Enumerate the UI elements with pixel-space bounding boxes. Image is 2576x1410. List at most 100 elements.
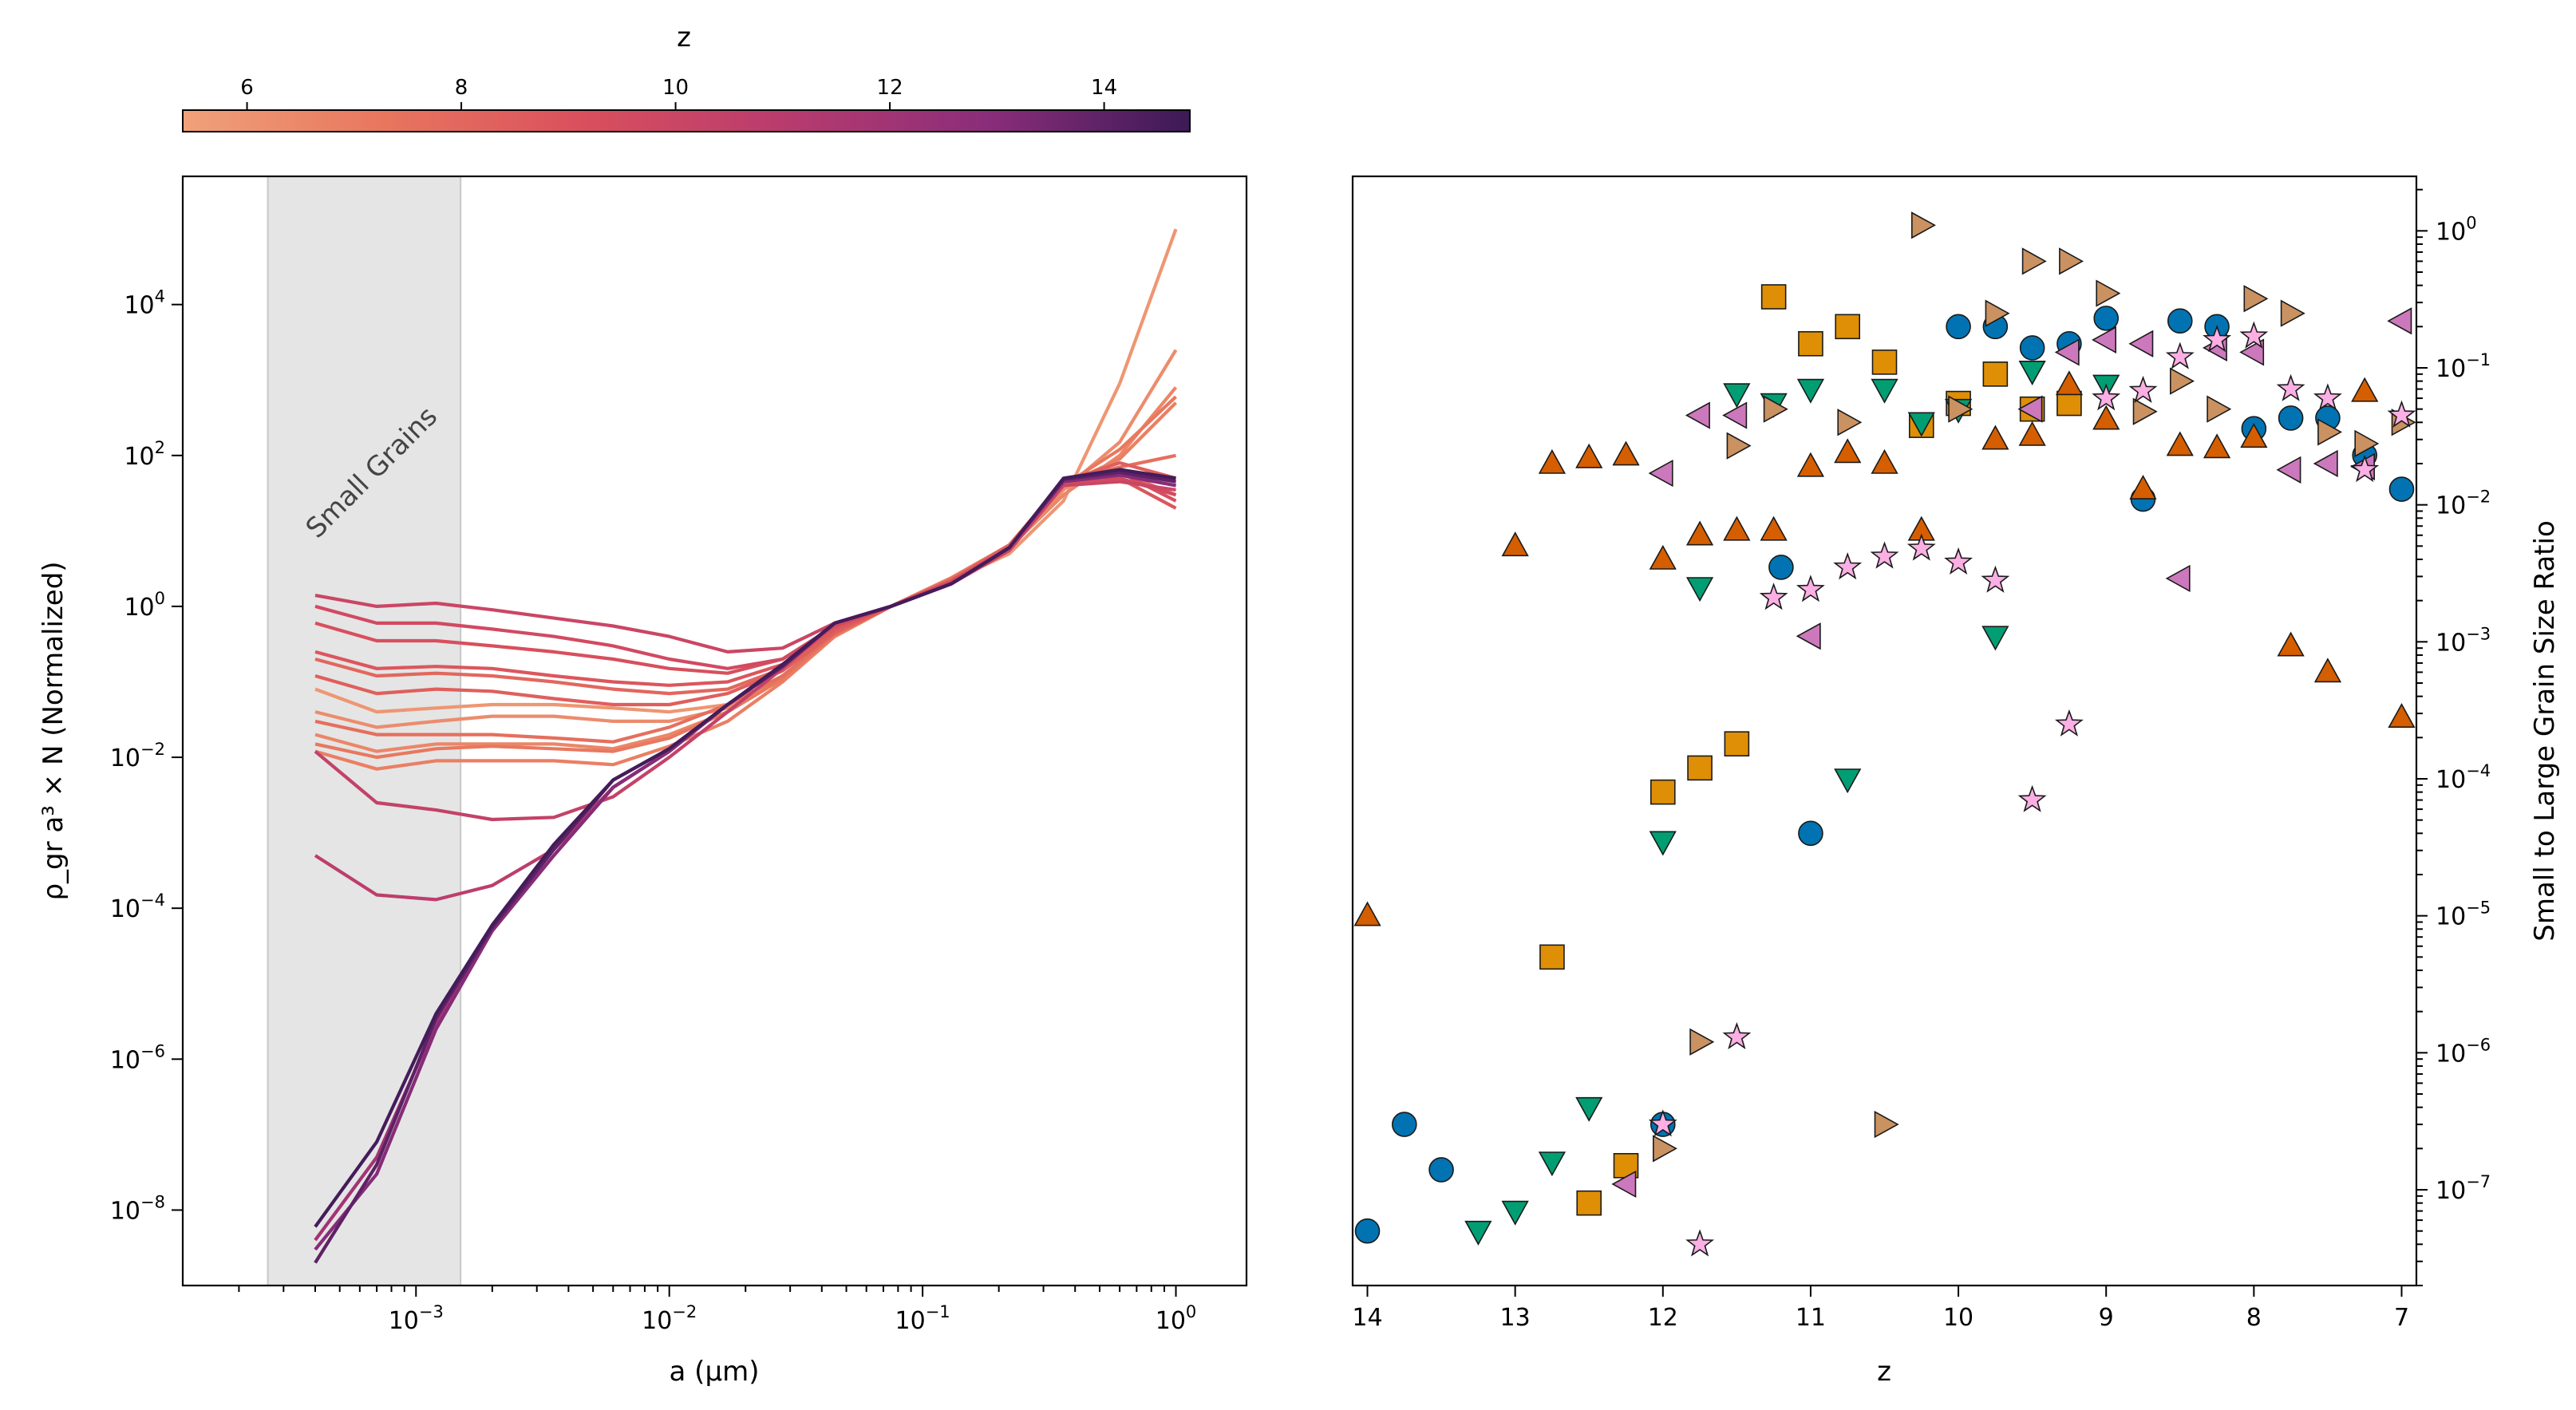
scatter-series-group [1353,211,2416,1257]
triangle-right-marker [2170,367,2195,395]
triangle-right-marker [1985,299,2010,327]
triangle-up-marker [1981,425,2009,450]
square-marker [1687,755,1713,781]
triangle-down-marker [1723,383,1751,409]
star-marker [1906,533,1936,561]
star-marker [1759,583,1788,610]
square-marker [1982,361,2009,387]
y-tick-label: 10−8 [110,1192,165,1225]
star-marker [2092,383,2121,411]
triangle-left-marker [2017,395,2043,423]
x-tick-label: 10−3 [389,1302,444,1335]
square-marker [1576,1190,1602,1216]
triangle-up-marker [2018,421,2046,446]
right-x-axis-title: z [1877,1356,1891,1388]
triangle-up-marker [1575,443,1603,468]
square-marker [1835,314,1861,340]
triangle-left-marker [2165,564,2191,593]
triangle-right-marker [1653,1135,1677,1163]
y-tick-label: 100 [124,589,165,622]
colorbar-tick-label: 14 [1091,76,1117,100]
triangle-left-marker [2239,338,2265,366]
x-tick-label: 100 [1156,1302,1197,1335]
triangle-left-marker [2092,326,2116,354]
y-tick-label: 10−1 [2436,350,2491,383]
triangle-left-marker [2313,449,2338,478]
triangle-right-marker [1763,395,1788,423]
triangle-down-marker [1834,768,1862,794]
square-marker [1798,330,1823,357]
colorbar-tick-label: 10 [662,76,689,100]
triangle-right-marker [1874,1110,1899,1139]
star-marker [1833,552,1863,580]
circle-marker [1428,1157,1454,1183]
circle-marker [2019,335,2045,361]
square-marker [1539,944,1565,970]
triangle-left-marker [1796,622,1821,650]
triangle-up-marker [1649,544,1677,570]
triangle-left-marker [1611,1170,1637,1199]
y-tick-label: 10−4 [2436,761,2491,794]
triangle-down-marker [1538,1151,1567,1177]
y-tick-label: 102 [124,438,165,471]
left-x-ticks: 10−3 10−2 10−1 100 [238,1286,1197,1335]
triangle-down-marker [1981,626,2009,651]
colorbar-tick-label: 8 [455,76,468,100]
circle-marker [1391,1112,1417,1137]
colorbar: z 6 8 10 12 14 [182,22,1191,132]
triangle-down-marker [1685,577,1714,602]
square-marker [1760,284,1787,310]
y-tick-label: 10−3 [2436,624,2491,657]
circle-marker [1946,314,1971,340]
triangle-up-marker [2055,370,2084,396]
x-tick-label: 13 [1500,1304,1531,1332]
triangle-up-marker [2203,433,2231,459]
star-marker [2239,321,2269,349]
triangle-down-marker [1649,831,1677,856]
triangle-left-marker [2054,338,2080,366]
circle-marker [1354,1218,1381,1244]
star-marker [1870,541,1899,569]
star-marker [2387,400,2416,428]
y-tick-label: 10−6 [2436,1035,2491,1068]
colorbar-tick-label: 12 [877,76,903,100]
right-plot-frame [1351,175,2418,1287]
x-tick-label: 10−2 [642,1302,697,1335]
star-marker [1944,547,1973,575]
square-marker [2056,390,2082,417]
triangle-up-marker [1353,901,1381,926]
triangle-up-marker [1723,515,1751,541]
triangle-left-marker [1722,401,1748,429]
star-marker [2350,454,2380,483]
right-panel: 14 13 12 11 10 9 8 7 10−710−610−510−410−310−210… [1351,175,2561,1388]
x-tick-label: 8 [2246,1304,2262,1332]
triangle-up-marker [1834,438,1862,464]
triangle-right-marker [1689,1028,1715,1056]
x-tick-label: 10 [1943,1304,1973,1332]
star-marker [1648,1109,1677,1137]
triangle-up-marker [1501,531,1529,557]
triangle-right-marker [2243,285,2269,313]
triangle-down-marker [1871,378,1898,404]
star-marker [2313,383,2342,411]
y-tick-label: 10−2 [2436,488,2491,520]
circle-marker [2278,405,2304,431]
triangle-up-marker [2388,703,2416,729]
line-series [314,480,1176,654]
y-tick-label: 10−4 [110,891,165,923]
left-x-axis-title: a (μm) [670,1356,760,1388]
circle-marker [2388,476,2415,502]
triangle-left-marker [2276,456,2301,484]
triangle-right-marker [1726,432,1752,460]
triangle-up-marker [1538,448,1567,474]
x-tick-label: 11 [1796,1304,1826,1332]
triangle-up-marker [2166,431,2194,456]
line-series-group [314,228,1178,1264]
triangle-up-marker [1685,520,1714,546]
colorbar-label: z [677,22,691,53]
star-marker [1722,1021,1752,1050]
circle-marker [1768,555,1794,580]
colorbar-ticks: 6 8 10 12 14 [240,76,1117,110]
star-marker [2203,325,2232,353]
triangle-up-marker [1760,515,1788,541]
